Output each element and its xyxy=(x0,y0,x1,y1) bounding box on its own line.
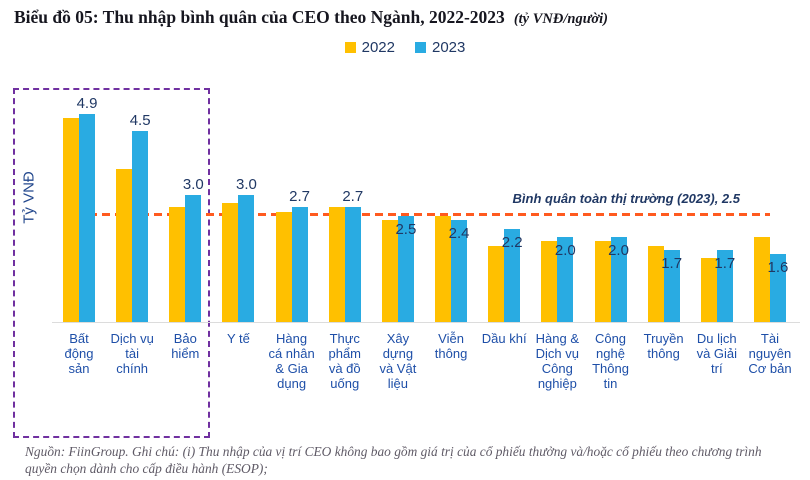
value-label-2023-10: 2.0 xyxy=(608,242,629,259)
bar-2023-7 xyxy=(451,220,468,322)
footnote: Nguồn: FiinGroup. Ghi chú: (i) Thu nhập … xyxy=(25,444,762,476)
bar-2023-1 xyxy=(132,130,149,322)
bar-2022-1 xyxy=(116,169,133,322)
bar-2022-2 xyxy=(169,207,186,322)
bar-2023-10 xyxy=(610,237,627,322)
x-tick-label-9: Hàng & Dịch vụ Công nghiệp xyxy=(535,331,580,391)
bar-2023-6 xyxy=(397,215,414,322)
bar-2023-2 xyxy=(185,194,202,322)
benchmark-label: Bình quân toàn thị trường (2023), 2.5 xyxy=(512,191,740,206)
legend-swatch-2022-icon xyxy=(344,42,356,53)
value-label-2023-6: 2.5 xyxy=(395,220,417,238)
legend-item-2022: 2022 xyxy=(344,39,395,56)
benchmark-dashed-line xyxy=(76,213,770,216)
bar-2022-11 xyxy=(647,245,664,322)
bar-2022-4 xyxy=(275,211,292,322)
bar-2022-6 xyxy=(381,220,398,322)
x-tick-label-11: Truyền thông xyxy=(643,331,684,361)
x-tick-label-7: Viễn thông xyxy=(434,331,468,361)
chart-title-text: Biểu đồ 05: Thu nhập bình quân của CEO t… xyxy=(14,7,505,27)
legend-item-2023: 2023 xyxy=(415,39,465,56)
highlight-box xyxy=(13,88,210,438)
value-label-2023-11: 1.7 xyxy=(661,254,683,272)
chart-title: Biểu đồ 05: Thu nhập bình quân của CEO t… xyxy=(14,7,608,28)
value-label-2023-2: 3.0 xyxy=(182,175,204,193)
bar-2022-9 xyxy=(541,241,558,322)
value-label-2023-9: 2.0 xyxy=(554,242,576,259)
bar-2023-3 xyxy=(238,194,255,322)
bar-2022-12 xyxy=(700,258,717,322)
x-tick-label-6: Xây dựng và Vật liệu xyxy=(379,331,417,391)
x-tick-label-1: Dịch vụ tài chính xyxy=(110,331,154,376)
bar-2022-5 xyxy=(328,207,345,322)
x-tick-label-10: Công nghệ Thông tin xyxy=(592,331,629,391)
bar-2023-9 xyxy=(557,237,574,322)
value-label-2023-5: 2.7 xyxy=(342,188,364,206)
x-tick-label-5: Thực phẩm và đồ uống xyxy=(328,331,362,391)
x-tick-label-8: Dầu khí xyxy=(481,331,527,346)
legend-label-2023: 2023 xyxy=(432,39,466,56)
bar-2023-4 xyxy=(291,207,308,322)
x-tick-label-0: Bất động sản xyxy=(64,331,94,376)
x-axis-line xyxy=(52,322,800,323)
bar-2023-11 xyxy=(663,249,680,322)
chart-title-unit: (tỷ VNĐ/người) xyxy=(513,11,609,27)
value-label-2023-1: 4.5 xyxy=(129,111,151,129)
value-label-2023-8: 2.2 xyxy=(501,233,523,251)
y-axis-label: Tỷ VNĐ xyxy=(20,171,38,224)
value-label-2023-13: 1.6 xyxy=(767,259,789,276)
value-label-2023-7: 2.4 xyxy=(448,225,470,242)
bar-2022-0 xyxy=(63,118,79,322)
bar-2023-13 xyxy=(769,254,786,322)
legend-label-2022: 2022 xyxy=(361,39,395,56)
value-label-2023-0: 4.9 xyxy=(76,94,98,112)
x-tick-label-13: Tài nguyên Cơ bản xyxy=(748,331,792,376)
value-label-2023-3: 3.0 xyxy=(236,175,257,193)
bar-2022-7 xyxy=(435,215,452,322)
bar-2023-0 xyxy=(79,113,95,322)
bar-2023-8 xyxy=(504,228,521,322)
x-tick-label-3: Y tế xyxy=(226,331,250,346)
bar-2023-5 xyxy=(344,207,361,322)
value-label-2023-4: 2.7 xyxy=(289,188,311,206)
value-label-2023-12: 1.7 xyxy=(714,254,736,272)
x-tick-label-12: Du lịch và Giải trí xyxy=(696,331,738,376)
bar-2023-12 xyxy=(716,249,733,322)
x-tick-label-4: Hàng cá nhân & Gia dụng xyxy=(268,331,315,391)
bar-2022-13 xyxy=(753,237,770,322)
x-tick-label-2: Bảo hiểm xyxy=(171,331,200,361)
bar-2022-10 xyxy=(594,241,611,322)
bar-2022-8 xyxy=(488,245,505,322)
bar-2022-3 xyxy=(222,203,239,322)
legend-swatch-2023-icon xyxy=(415,42,426,53)
legend: 2022 2023 xyxy=(0,39,810,56)
